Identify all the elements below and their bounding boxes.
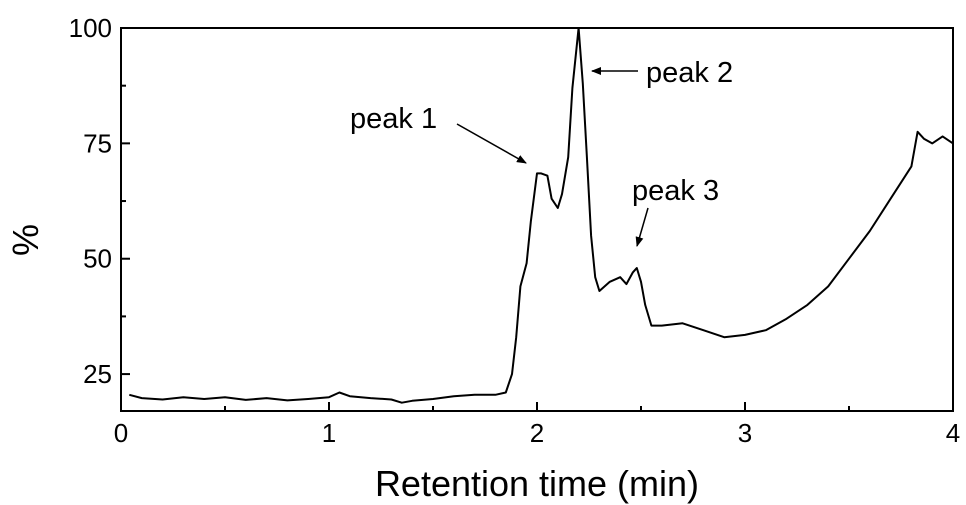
axis-ticks	[120, 27, 954, 411]
y-tick-label: 100	[69, 13, 112, 43]
y-tick-label: 50	[83, 244, 112, 274]
peak-label: peak 2	[646, 57, 733, 89]
annotations: peak 1 peak 2 peak 3	[350, 57, 733, 247]
peak-label: peak 1	[350, 103, 437, 135]
x-tick-label: 4	[946, 418, 960, 448]
peak-arrow	[635, 207, 649, 247]
x-tick-label: 3	[738, 418, 752, 448]
y-tick-label: 75	[83, 128, 112, 158]
series-line	[129, 27, 954, 404]
peak-arrow	[456, 123, 527, 164]
plot-frame	[120, 27, 954, 412]
tick-labels: 0 1 2 3 4 25 50 75 100	[69, 13, 961, 448]
y-axis-title: %	[5, 224, 46, 256]
x-axis-title: Retention time (min)	[375, 463, 699, 504]
x-tick-label: 0	[114, 418, 128, 448]
x-tick-label: 1	[322, 418, 336, 448]
peak-label: peak 3	[632, 175, 719, 207]
y-tick-label: 25	[83, 359, 112, 389]
x-tick-label: 2	[530, 418, 544, 448]
